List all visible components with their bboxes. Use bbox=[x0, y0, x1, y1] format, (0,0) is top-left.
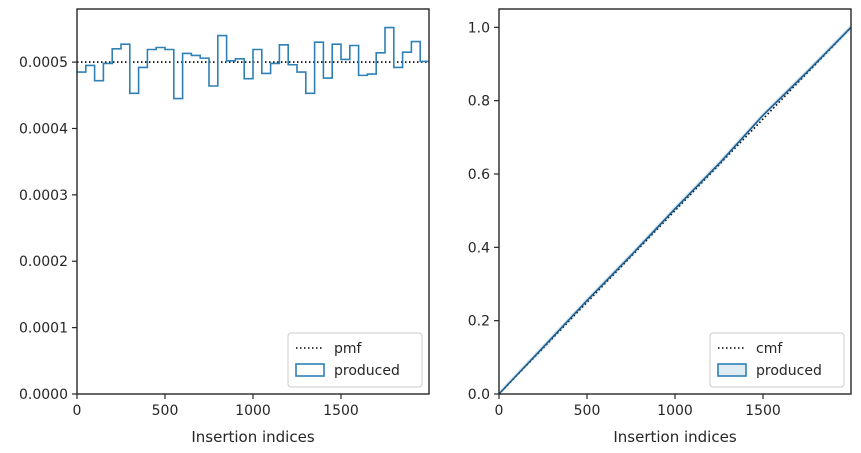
left-y-tick-label: 0.0002 bbox=[19, 254, 68, 270]
right-series-produced bbox=[498, 26, 852, 395]
left-legend-box bbox=[287, 332, 423, 388]
right-y-tick-label: 0.2 bbox=[468, 314, 490, 330]
left-legend-label-pmf: pmf bbox=[334, 341, 363, 357]
right-legend-marker-produced bbox=[717, 363, 747, 377]
right-legend-label-cmf: cmf bbox=[756, 341, 783, 357]
right-y-tick-label: 0.6 bbox=[468, 167, 490, 183]
left-x-tick-label: 1000 bbox=[235, 403, 271, 419]
pmf-panel: 0 500 1000 1500 0.0000 0.0001 0.0002 0.0003 0.0… bbox=[19, 8, 430, 446]
right-y-tick-label: 0.4 bbox=[468, 240, 490, 256]
right-x-tick-label: 500 bbox=[574, 403, 601, 419]
right-y-tick-label: 0.8 bbox=[468, 94, 490, 110]
left-legend: pmf produced bbox=[287, 332, 423, 388]
right-y-tick-label: 1.0 bbox=[468, 20, 490, 36]
left-y-tick-label: 0.0004 bbox=[19, 121, 68, 137]
cmf-panel: 0 500 1000 1500 0.0 0.2 0.4 0.6 0.8 1.0 Insertio… bbox=[468, 8, 852, 446]
right-y-tick-label: 0.0 bbox=[468, 387, 490, 403]
left-series-produced bbox=[77, 26, 429, 100]
right-plot-frame bbox=[498, 8, 852, 395]
right-x-tick-label: 1500 bbox=[745, 403, 781, 419]
left-y-tick-label: 0.0001 bbox=[19, 321, 68, 337]
left-y-tick-label: 0.0003 bbox=[19, 188, 68, 204]
left-y-tick-label: 0.0005 bbox=[19, 55, 68, 71]
right-legend-label-produced: produced bbox=[756, 363, 822, 379]
left-x-axis-label: Insertion indices bbox=[191, 428, 314, 446]
left-y-tick-label: 0.0000 bbox=[19, 387, 68, 403]
left-x-tick-label: 0 bbox=[73, 403, 82, 419]
right-x-tick-label: 0 bbox=[495, 403, 504, 419]
right-legend-box bbox=[709, 332, 845, 388]
left-plot-frame bbox=[76, 8, 430, 395]
left-x-tick-label: 500 bbox=[152, 403, 179, 419]
right-x-axis-label: Insertion indices bbox=[613, 428, 736, 446]
left-legend-label-produced: produced bbox=[334, 363, 400, 379]
right-legend: cmf produced bbox=[709, 332, 845, 388]
left-legend-marker-produced bbox=[295, 363, 325, 377]
left-x-tick-label: 1500 bbox=[323, 403, 359, 419]
right-x-tick-label: 1000 bbox=[657, 403, 693, 419]
